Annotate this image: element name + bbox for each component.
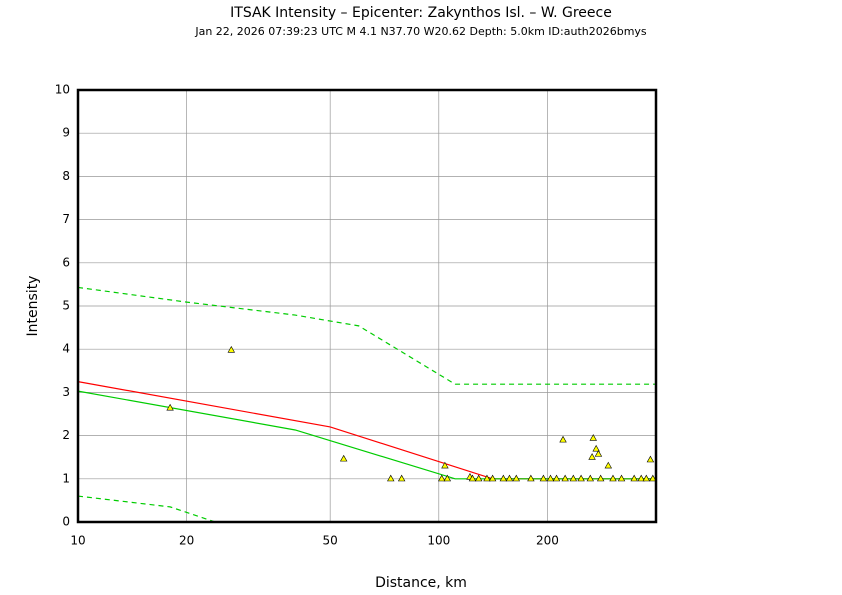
point bbox=[609, 474, 617, 482]
point bbox=[483, 474, 491, 482]
point bbox=[559, 435, 567, 443]
y-tick-label: 9 bbox=[62, 126, 70, 140]
point bbox=[649, 474, 657, 482]
point bbox=[227, 345, 236, 353]
y-tick-label: 3 bbox=[62, 385, 70, 399]
point bbox=[552, 474, 561, 482]
point bbox=[646, 455, 655, 463]
y-tick-label: 10 bbox=[55, 83, 70, 97]
y-tick-label: 0 bbox=[62, 515, 70, 529]
point bbox=[438, 474, 446, 482]
y-tick-label: 7 bbox=[62, 212, 70, 226]
point bbox=[443, 474, 452, 482]
point bbox=[527, 474, 535, 482]
line bbox=[77, 381, 656, 480]
point bbox=[596, 474, 605, 482]
line bbox=[77, 390, 656, 480]
y-tick-label: 5 bbox=[62, 299, 70, 313]
point bbox=[166, 403, 174, 411]
point bbox=[387, 474, 395, 482]
point bbox=[468, 474, 477, 482]
point bbox=[637, 474, 645, 482]
point bbox=[339, 454, 348, 462]
point bbox=[512, 474, 521, 482]
line bbox=[77, 495, 216, 523]
chart-subtitle: Jan 22, 2026 07:39:23 UTC M 4.1 N37.70 W… bbox=[194, 25, 647, 38]
point bbox=[577, 474, 585, 482]
x-tick-label: 10 bbox=[70, 534, 85, 548]
point bbox=[539, 474, 548, 482]
point bbox=[604, 461, 613, 469]
point bbox=[474, 474, 483, 482]
point bbox=[546, 474, 555, 482]
point bbox=[586, 474, 595, 482]
point bbox=[592, 444, 600, 452]
point bbox=[499, 474, 508, 482]
line bbox=[77, 286, 656, 385]
y-axis-label: Intensity bbox=[25, 276, 41, 337]
x-tick-label: 20 bbox=[179, 534, 194, 548]
point bbox=[397, 474, 406, 482]
x-axis-label: Distance, km bbox=[375, 575, 467, 591]
x-tick-label: 200 bbox=[536, 534, 559, 548]
y-tick-label: 1 bbox=[62, 471, 70, 485]
point bbox=[561, 474, 569, 482]
y-tick-label: 2 bbox=[62, 428, 70, 442]
plot-frame bbox=[76, 88, 658, 524]
point bbox=[642, 474, 651, 482]
point bbox=[630, 474, 638, 482]
chart-title: ITSAK Intensity – Epicenter: Zakynthos I… bbox=[230, 5, 612, 21]
x-tick-label: 50 bbox=[323, 534, 338, 548]
point bbox=[588, 453, 596, 460]
point bbox=[594, 450, 603, 457]
y-tick-label: 4 bbox=[62, 342, 70, 356]
point bbox=[441, 461, 449, 469]
point bbox=[569, 474, 578, 482]
point bbox=[617, 474, 626, 482]
y-tick-label: 8 bbox=[62, 169, 70, 183]
point bbox=[589, 434, 597, 441]
point bbox=[505, 474, 514, 482]
y-tick-label: 6 bbox=[62, 255, 70, 269]
point bbox=[488, 474, 497, 482]
x-tick-label: 100 bbox=[427, 534, 450, 548]
